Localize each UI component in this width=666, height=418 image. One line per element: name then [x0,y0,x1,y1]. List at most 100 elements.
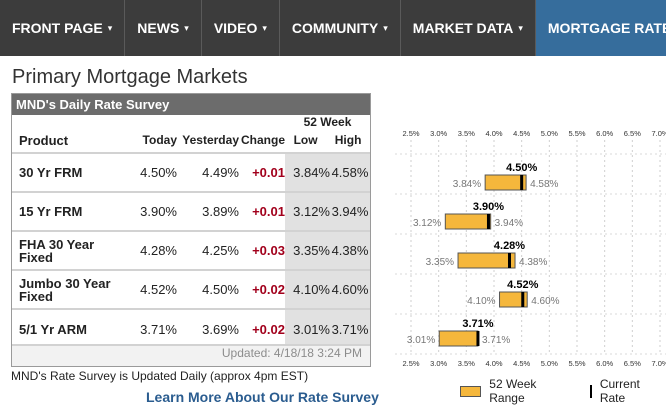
nav-mortgage-rates[interactable]: MORTGAGE RATES [535,0,666,56]
product-name: FHA 30 Year Fixed [12,230,120,270]
table-row: 5/1 Yr ARM 3.71% 3.69% +0.02 3.01% 3.71% [12,308,370,348]
current-rate-label: 4.28% [494,240,525,252]
caret-down-icon: ▾ [518,22,523,33]
high-rate-label: 4.60% [531,296,559,307]
rate-range-chart: 2.5% 2.5% 3.0% 3.0% 3.5% 3.5% 4.0% 4.0% 4.5% 4.5%… [395,129,666,368]
nav-front-page[interactable]: FRONT PAGE ▾ [0,0,126,56]
axis-tick-bottom: 4.5% [513,359,530,368]
axis-tick-bottom: 2.5% [402,359,419,368]
rate-change: +0.01 [239,191,285,231]
low-rate: 3.01% [285,308,330,348]
low-rate-label: 3.01% [407,335,435,346]
page-title: Primary Mortgage Markets [12,66,248,88]
col-52-week-label: 52 Week [303,115,352,129]
high-rate: 4.38% [330,230,370,270]
nav-label: VIDEO [213,20,258,36]
axis-tick-bottom: 4.0% [485,359,502,368]
range-bar [499,291,528,308]
axis-tick-bottom: 5.5% [568,359,585,368]
current-rate-label: 3.90% [473,201,504,213]
yesterday-rate: 3.69% [177,308,239,348]
current-rate-marker [476,331,480,346]
rate-change: +0.02 [239,308,285,348]
axis-tick-bottom: 3.0% [430,359,447,368]
rates-table: Product Today Yesterday Change 52 Week L… [12,115,370,348]
caret-down-icon: ▾ [107,22,113,33]
yesterday-rate: 4.50% [177,269,239,309]
caret-down-icon: ▾ [383,22,388,33]
nav-label: NEWS [137,20,180,36]
low-rate: 4.10% [285,269,330,309]
axis-tick-bottom: 6.5% [624,359,641,368]
nav-market-data[interactable]: MARKET DATA ▾ [401,0,536,56]
axis-tick-top: 5.5% [568,129,585,138]
current-rate-marker [507,253,511,268]
low-rate: 3.35% [285,230,330,270]
yesterday-rate: 4.25% [177,230,239,270]
current-rate-label: 3.71% [462,318,493,330]
today-rate: 4.28% [120,230,177,270]
nav-video[interactable]: VIDEO ▾ [202,0,280,56]
col-yesterday: Yesterday [182,133,239,147]
nav-label: COMMUNITY [291,20,379,36]
col-high: High [334,133,362,147]
high-rate-label: 4.58% [530,179,558,190]
caret-down-icon: ▾ [262,22,267,33]
axis-tick-top: 2.5% [402,129,419,138]
legend-current-marker [589,384,592,398]
yesterday-rate: 4.49% [177,152,239,192]
axis-tick-top: 5.0% [541,129,558,138]
product-name: 30 Yr FRM [12,152,120,192]
col-today: Today [142,133,177,147]
axis-tick-top: 3.5% [458,129,475,138]
table-row: FHA 30 Year Fixed 4.28% 4.25% +0.03 3.35… [12,230,370,270]
current-rate-marker [520,175,524,190]
current-rate-marker [521,292,525,307]
high-rate: 4.58% [330,152,370,192]
axis-tick-bottom: 7.0% [651,359,666,368]
axis-tick-top: 3.0% [430,129,447,138]
high-rate: 3.71% [330,308,370,348]
legend-current-label: Current Rate [599,377,640,405]
updated-bar [12,344,370,366]
rate-change: +0.02 [239,269,285,309]
axis-tick-bottom: 5.0% [541,359,558,368]
high-rate-label: 3.71% [482,335,510,346]
col-product: Product [19,133,69,148]
current-rate-label: 4.52% [507,279,538,291]
axis-tick-top: 4.0% [485,129,502,138]
nav-label: FRONT PAGE [12,20,103,36]
axis-tick-top: 4.5% [513,129,530,138]
col-change: Change [240,133,285,147]
col-low: Low [293,133,318,147]
range-bar [444,213,492,230]
low-rate: 3.84% [285,152,330,192]
range-bar [438,330,479,347]
learn-more-link[interactable]: Learn More About Our Rate Survey [146,389,379,405]
low-rate-label: 3.84% [453,179,481,190]
rate-change: +0.01 [239,152,285,192]
table-row: 30 Yr FRM 4.50% 4.49% +0.01 3.84% 4.58% [12,152,370,192]
table-row: Jumbo 30 Year Fixed 4.52% 4.50% +0.02 4.… [12,269,370,309]
today-rate: 3.71% [120,308,177,348]
high-rate: 3.94% [330,191,370,231]
yesterday-rate: 3.89% [177,191,239,231]
rate-change: +0.03 [239,230,285,270]
nav-community[interactable]: COMMUNITY ▾ [280,0,401,56]
caret-down-icon: ▾ [184,22,189,33]
today-rate: 4.50% [120,152,177,192]
update-note: MND's Rate Survey is Updated Daily (appr… [11,369,309,383]
table-row: 15 Yr FRM 3.90% 3.89% +0.01 3.12% 3.94% [12,191,370,231]
low-rate-label: 3.12% [413,218,441,229]
rate-survey-table: MND's Daily Rate Survey Product Today Ye… [11,93,371,367]
nav-news[interactable]: NEWS ▾ [125,0,202,56]
low-rate-label: 3.35% [426,257,454,268]
axis-tick-top: 6.5% [624,129,641,138]
product-name: 5/1 Yr ARM [12,308,120,348]
today-rate: 3.90% [120,191,177,231]
range-bar [484,174,527,191]
high-rate: 4.60% [330,269,370,309]
low-rate: 3.12% [285,191,330,231]
current-rate-label: 4.50% [506,162,537,174]
product-name: Jumbo 30 Year Fixed [12,269,120,309]
